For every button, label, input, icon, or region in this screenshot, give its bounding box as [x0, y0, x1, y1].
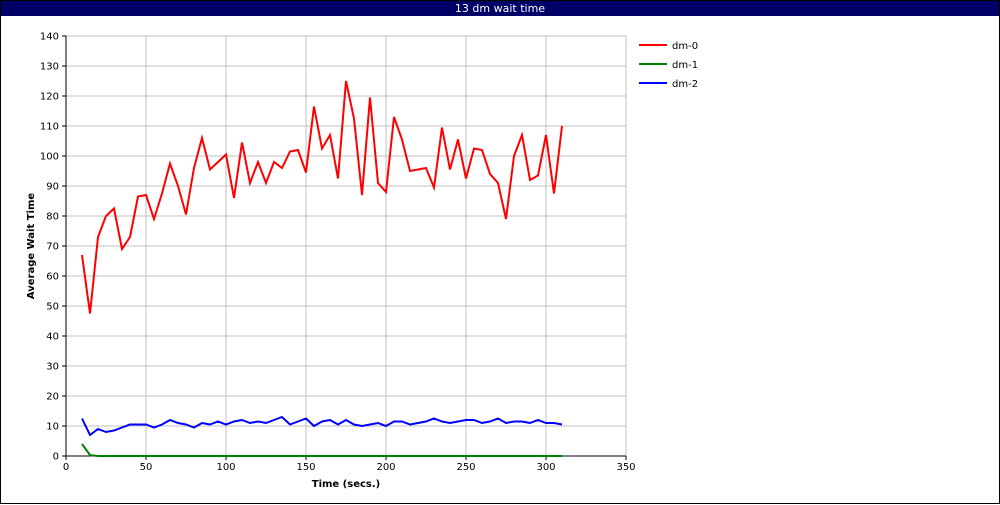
y-tick-label: 10	[46, 422, 59, 433]
legend-label-dm-1: dm-1	[672, 60, 698, 71]
y-tick-label: 40	[46, 332, 59, 343]
y-tick-label: 130	[40, 62, 59, 73]
x-tick-label: 350	[616, 462, 635, 473]
series-line-dm-0	[81, 80, 563, 314]
x-tick-label: 50	[140, 462, 153, 473]
legend-label-dm-2: dm-2	[672, 79, 698, 90]
x-tick-label: 200	[376, 462, 395, 473]
y-tick-label: 80	[46, 212, 59, 223]
x-tick-label: 100	[216, 462, 235, 473]
x-tick-label: 150	[296, 462, 315, 473]
legend-label-dm-0: dm-0	[672, 41, 698, 52]
y-tick-label: 70	[46, 242, 59, 253]
y-tick-label: 90	[46, 182, 59, 193]
y-tick-label: 60	[46, 272, 59, 283]
y-tick-label: 110	[40, 122, 59, 133]
x-axis-label: Time (secs.)	[312, 479, 381, 490]
y-tick-label: 100	[40, 152, 59, 163]
series-line-dm-2	[81, 415, 563, 437]
y-tick-label: 120	[40, 92, 59, 103]
x-tick-label: 0	[63, 462, 69, 473]
y-tick-label: 0	[53, 452, 59, 463]
x-tick-label: 250	[456, 462, 475, 473]
series-line-dm-1	[81, 443, 562, 457]
y-tick-label: 20	[46, 392, 59, 403]
x-tick-label: 300	[536, 462, 555, 473]
y-tick-label: 140	[40, 32, 59, 43]
y-tick-label: 30	[46, 362, 59, 373]
y-axis-label: Average Wait Time	[26, 193, 37, 300]
chart-title: 13 dm wait time	[1, 1, 999, 16]
y-tick-label: 50	[46, 302, 59, 313]
